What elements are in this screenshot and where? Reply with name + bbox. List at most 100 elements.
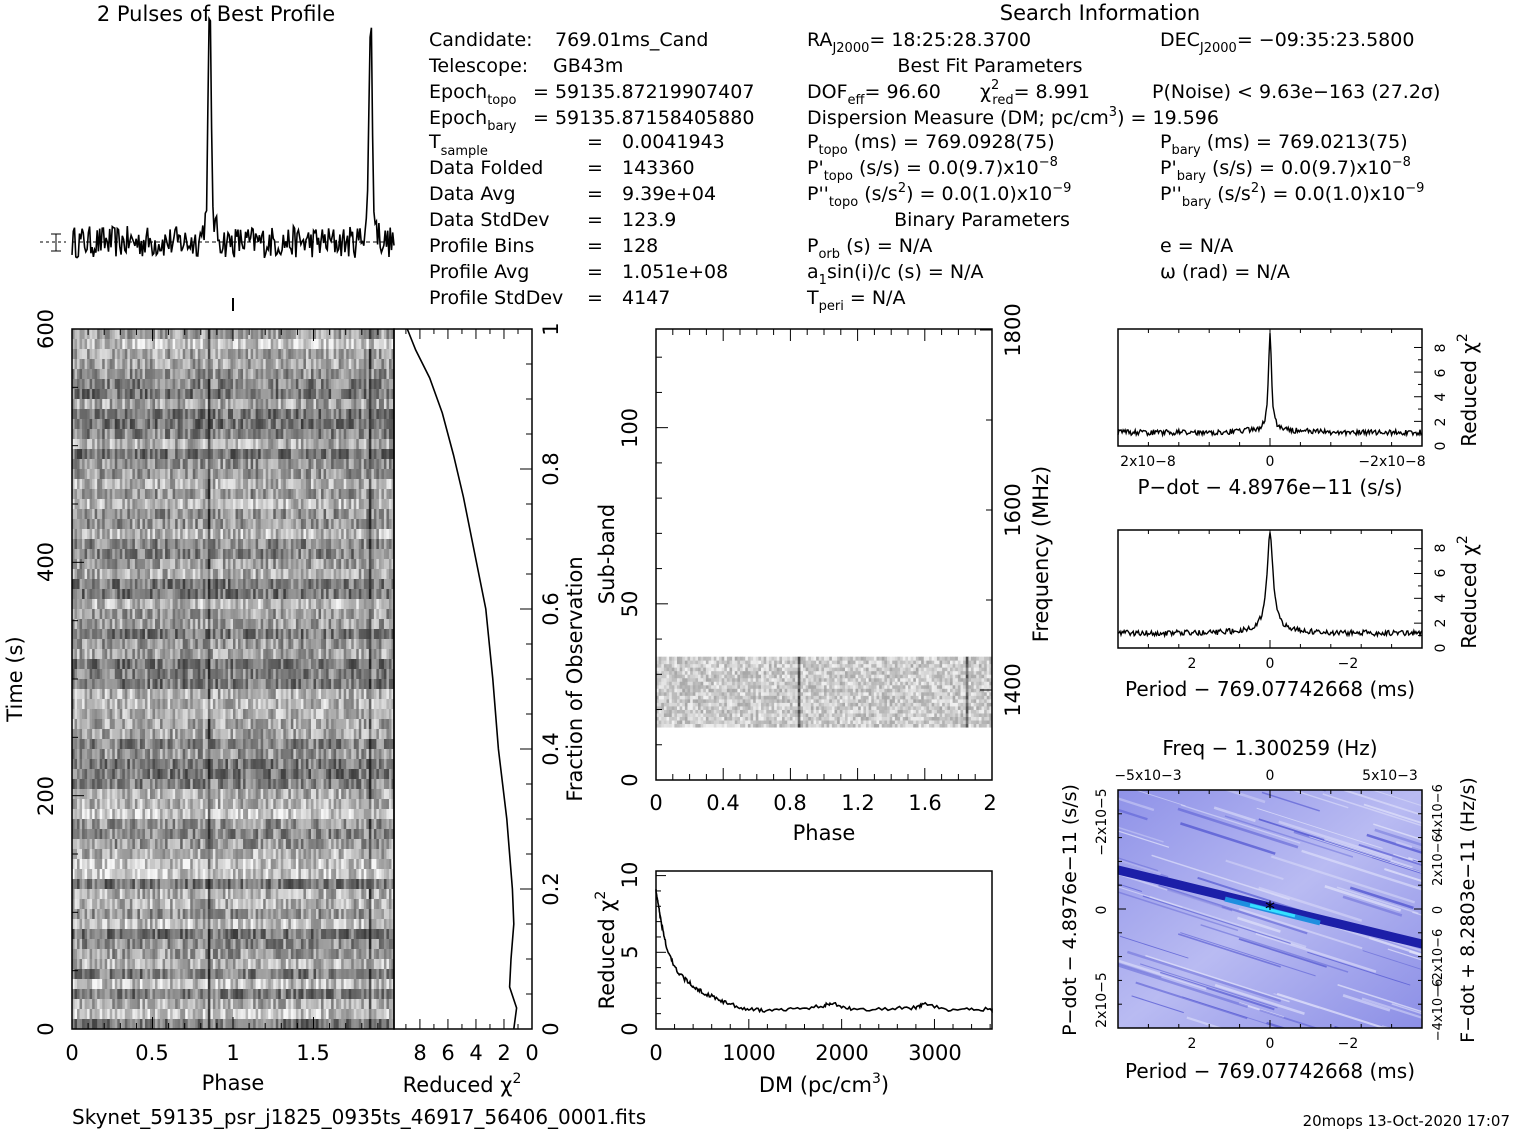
time-phase-cell [152, 629, 156, 640]
time-phase-cell [152, 379, 156, 390]
time-phase-cell [190, 679, 194, 690]
time-phase-cell [295, 469, 299, 480]
time-phase-cell [305, 519, 309, 530]
time-phase-cell [391, 609, 395, 620]
time-phase-cell [137, 569, 141, 580]
time-phase-cell [255, 559, 259, 570]
time-phase-cell [212, 649, 216, 660]
time-phase-cell [149, 559, 153, 570]
time-phase-cell [117, 439, 121, 450]
time-phase-cell [368, 369, 372, 380]
time-phase-cell [177, 429, 181, 440]
time-phase-cell [122, 499, 126, 510]
time-phase-cell [248, 339, 252, 350]
time-phase-cell [275, 409, 279, 420]
time-phase-cell [290, 349, 294, 360]
time-phase-cell [391, 579, 395, 590]
time-phase-cell [268, 489, 272, 500]
time-phase-cell [190, 569, 194, 580]
time-phase-cell [308, 579, 312, 590]
time-phase-cell [373, 559, 377, 570]
time-phase-cell [170, 649, 174, 660]
time-phase-cell [300, 479, 304, 490]
time-phase-cell [144, 449, 148, 460]
time-phase-cell [298, 339, 302, 350]
time-phase-cell [225, 399, 229, 410]
time-phase-cell [144, 609, 148, 620]
time-phase-cell [187, 449, 191, 460]
time-phase-cell [212, 529, 216, 540]
time-phase-cell [250, 529, 254, 540]
time-phase-cell [102, 449, 106, 460]
time-phase-cell [227, 529, 231, 540]
time-phase-cell [381, 459, 385, 470]
time-phase-cell [348, 629, 352, 640]
time-phase-cell [378, 689, 382, 700]
time-phase-cell [220, 649, 224, 660]
time-phase-cell [230, 449, 234, 460]
time-phase-cell [336, 569, 340, 580]
time-phase-cell [87, 339, 91, 350]
time-phase-cell [341, 509, 345, 520]
time-phase-cell [187, 509, 191, 520]
time-phase-cell [245, 359, 249, 370]
time-phase-cell [155, 549, 158, 560]
time-phase-cell [170, 669, 174, 680]
time-phase-cell [348, 619, 352, 630]
time-phase-cell [195, 409, 199, 420]
time-phase-cell [157, 379, 161, 390]
time-phase-cell [253, 509, 257, 520]
time-phase-cell [351, 649, 355, 660]
time-phase-cell [293, 689, 297, 700]
time-phase-cell [278, 539, 282, 550]
time-phase-cell [92, 529, 96, 540]
time-phase-cell [283, 339, 287, 350]
time-phase-cell [245, 429, 249, 440]
time-phase-cell [137, 499, 141, 510]
time-phase-cell [172, 449, 176, 460]
time-phase-cell [142, 329, 146, 340]
time-phase-cell [160, 649, 163, 660]
time-phase-cell [338, 439, 342, 450]
time-phase-cell [336, 639, 340, 650]
time-phase-cell [308, 679, 312, 690]
time-phase-cell [358, 479, 362, 490]
time-phase-cell [142, 449, 146, 460]
time-phase-cell [202, 439, 206, 450]
time-phase-cell [187, 419, 191, 430]
time-phase-cell [386, 609, 390, 620]
time-phase-cell [134, 709, 138, 720]
time-phase-cell [202, 689, 206, 700]
time-phase-cell [207, 469, 211, 480]
time-phase-cell [192, 479, 196, 490]
time-phase-cell [152, 699, 156, 710]
time-phase-cell [197, 479, 201, 490]
time-phase-cell [79, 679, 83, 690]
time-phase-cell [102, 669, 106, 680]
time-phase-cell [74, 479, 78, 490]
time-phase-cell [72, 559, 75, 570]
time-phase-cell [366, 489, 370, 500]
time-phase-cell [97, 339, 101, 350]
time-phase-cell [97, 329, 101, 340]
time-phase-cell [167, 649, 171, 660]
time-phase-cell [165, 459, 168, 470]
time-phase-cell [328, 439, 332, 450]
time-phase-cell [99, 709, 103, 720]
time-phase-cell [253, 399, 257, 410]
time-phase-cell [104, 609, 108, 620]
time-phase-cell [107, 709, 111, 720]
time-phase-cell [215, 519, 219, 530]
time-phase-cell [245, 459, 249, 470]
time-phase-cell [217, 689, 221, 700]
time-phase-cell [99, 579, 103, 590]
time-phase-cell [210, 609, 214, 620]
time-phase-cell [84, 519, 88, 530]
time-phase-cell [89, 499, 93, 510]
time-phase-cell [77, 469, 80, 480]
time-phase-cell [137, 519, 141, 530]
time-phase-cell [190, 339, 194, 350]
time-phase-cell [293, 599, 297, 610]
time-phase-cell [348, 529, 352, 540]
time-phase-cell [155, 379, 158, 390]
